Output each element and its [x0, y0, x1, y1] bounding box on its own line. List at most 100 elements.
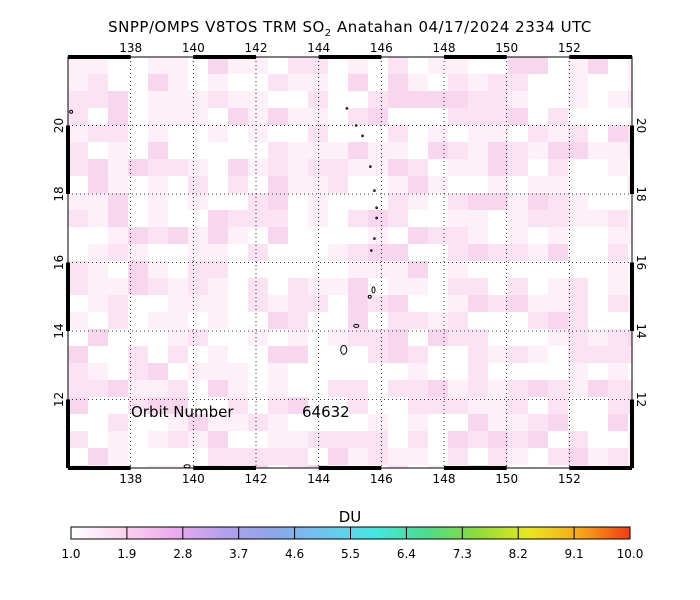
so2-pixel	[548, 176, 568, 193]
so2-pixel	[408, 278, 428, 295]
so2-pixel	[488, 397, 508, 414]
so2-pixel	[528, 380, 548, 397]
so2-pixel	[548, 193, 568, 210]
so2-pixel	[88, 91, 108, 108]
so2-pixel	[88, 176, 108, 193]
lat-tick-left: 18	[52, 186, 66, 201]
lon-tick-top: 146	[370, 41, 393, 55]
so2-pixel	[288, 108, 308, 125]
lon-tick-top: 150	[495, 41, 518, 55]
so2-pixel	[348, 278, 368, 295]
so2-pixel	[388, 125, 408, 142]
so2-pixel	[568, 431, 588, 448]
so2-pixel	[148, 193, 168, 210]
so2-pixel	[428, 57, 448, 74]
so2-pixel	[228, 397, 248, 414]
so2-pixel	[608, 227, 628, 244]
coastline-layer	[69, 107, 378, 469]
so2-pixel	[88, 159, 108, 176]
so2-pixel	[488, 176, 508, 193]
so2-pixel	[588, 346, 608, 363]
so2-pixel	[528, 431, 548, 448]
so2-pixel	[148, 57, 168, 74]
so2-pixel	[608, 397, 628, 414]
so2-pixel	[548, 295, 568, 312]
so2-pixel	[468, 346, 488, 363]
so2-pixel	[588, 210, 608, 227]
so2-pixel	[348, 210, 368, 227]
so2-pixel	[388, 244, 408, 261]
so2-pixel	[328, 448, 348, 465]
so2-pixel	[468, 91, 488, 108]
so2-pixel	[408, 91, 428, 108]
so2-pixel	[68, 431, 88, 448]
so2-pixel	[448, 448, 468, 465]
so2-pixel	[348, 380, 368, 397]
so2-pixel	[348, 295, 368, 312]
so2-pixel	[268, 142, 288, 159]
so2-pixel	[488, 108, 508, 125]
so2-pixel	[208, 278, 228, 295]
so2-pixel	[148, 278, 168, 295]
so2-pixel	[168, 227, 188, 244]
so2-pixel	[228, 91, 248, 108]
so2-pixel	[448, 91, 468, 108]
graticule	[68, 57, 632, 468]
so2-pixel	[348, 329, 368, 346]
so2-pixel	[228, 176, 248, 193]
so2-pixel	[208, 448, 228, 465]
so2-pixel	[628, 91, 632, 108]
so2-pixel	[528, 312, 548, 329]
so2-pixel	[68, 74, 88, 91]
lat-tick-right: 18	[634, 186, 648, 201]
lon-tick-top: 138	[119, 41, 142, 55]
so2-pixel	[608, 414, 628, 431]
so2-pixel	[68, 142, 88, 159]
island-outline	[367, 294, 372, 299]
so2-pixel	[348, 159, 368, 176]
so2-pixel	[448, 329, 468, 346]
so2-pixel	[148, 125, 168, 142]
so2-pixel	[248, 295, 268, 312]
so2-pixel-layer	[68, 57, 632, 468]
so2-pixel	[448, 380, 468, 397]
lon-tick-top: 144	[307, 41, 330, 55]
lon-tick-bottom: 146	[370, 472, 393, 486]
so2-pixel	[208, 295, 228, 312]
so2-pixel	[408, 397, 428, 414]
so2-pixel	[128, 380, 148, 397]
so2-pixel	[148, 210, 168, 227]
so2-pixel	[288, 448, 308, 465]
lon-tick-bottom: 138	[119, 472, 142, 486]
so2-pixel	[408, 448, 428, 465]
so2-pixel	[248, 91, 268, 108]
so2-pixel	[588, 57, 608, 74]
title-prefix: SNPP/OMPS V8TOS TRM SO	[108, 18, 325, 36]
so2-pixel	[468, 210, 488, 227]
so2-pixel	[468, 159, 488, 176]
so2-pixel	[88, 448, 108, 465]
so2-pixel	[108, 142, 128, 159]
so2-pixel	[268, 431, 288, 448]
so2-pixel	[588, 448, 608, 465]
so2-pixel	[488, 142, 508, 159]
so2-pixel	[188, 108, 208, 125]
so2-pixel	[488, 448, 508, 465]
island-outline	[370, 249, 373, 252]
colorbar-tick-label: 1.9	[117, 547, 136, 561]
so2-pixel	[228, 227, 248, 244]
so2-pixel	[428, 329, 448, 346]
so2-pixel	[68, 57, 88, 74]
so2-pixel	[368, 159, 388, 176]
so2-pixel	[168, 465, 188, 468]
so2-pixel	[388, 159, 408, 176]
so2-pixel	[288, 329, 308, 346]
lon-tick-bottom: 148	[433, 472, 456, 486]
so2-pixel	[348, 397, 368, 414]
so2-pixel	[288, 397, 308, 414]
island-outline	[69, 109, 74, 114]
lat-tick-right: 12	[634, 392, 648, 407]
so2-pixel	[468, 125, 488, 142]
so2-pixel	[68, 346, 88, 363]
